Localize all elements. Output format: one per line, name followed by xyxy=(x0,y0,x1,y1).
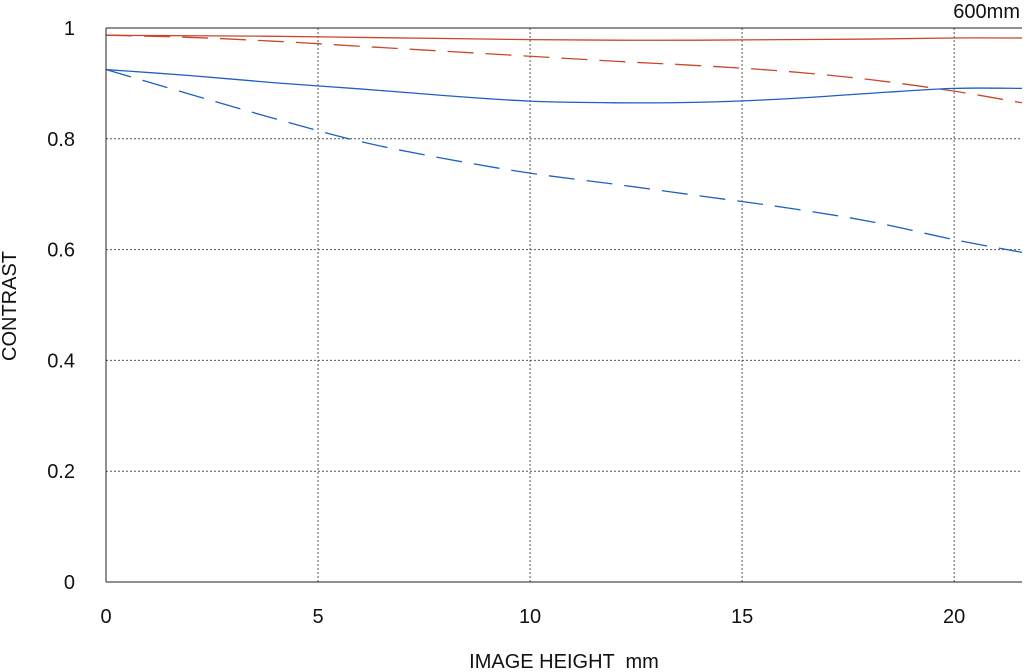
y-tick-labels: 0 0.2 0.4 0.6 0.8 1 xyxy=(47,18,75,594)
axes xyxy=(105,27,1022,583)
y-tick-label: 0.8 xyxy=(47,129,75,151)
red-dashed-series-line xyxy=(105,34,1023,104)
x-tick-label: 10 xyxy=(519,606,541,628)
y-tick-label: 1 xyxy=(64,18,75,40)
red-solid-series-line xyxy=(105,34,1023,41)
blue-dashed-series-line xyxy=(105,68,1023,254)
blue-solid-series-line xyxy=(105,68,1023,104)
y-tick-label: 0.6 xyxy=(47,240,75,262)
x-tick-label: 15 xyxy=(731,606,753,628)
x-tick-label: 20 xyxy=(943,606,965,628)
series-lines xyxy=(105,34,1023,254)
y-tick-label: 0.2 xyxy=(47,461,75,483)
x-tick-label: 5 xyxy=(312,606,323,628)
y-tick-label: 0.4 xyxy=(47,350,75,372)
focal-length-annotation: 600mm xyxy=(953,1,1020,23)
x-tick-label: 0 xyxy=(100,606,111,628)
x-axis-title: IMAGE HEIGHT mm xyxy=(469,651,659,672)
y-axis-title: CONTRAST xyxy=(0,251,21,361)
grid xyxy=(106,28,1022,582)
x-tick-labels: 0 5 10 15 20 xyxy=(100,606,965,628)
y-tick-label: 0 xyxy=(64,572,75,594)
